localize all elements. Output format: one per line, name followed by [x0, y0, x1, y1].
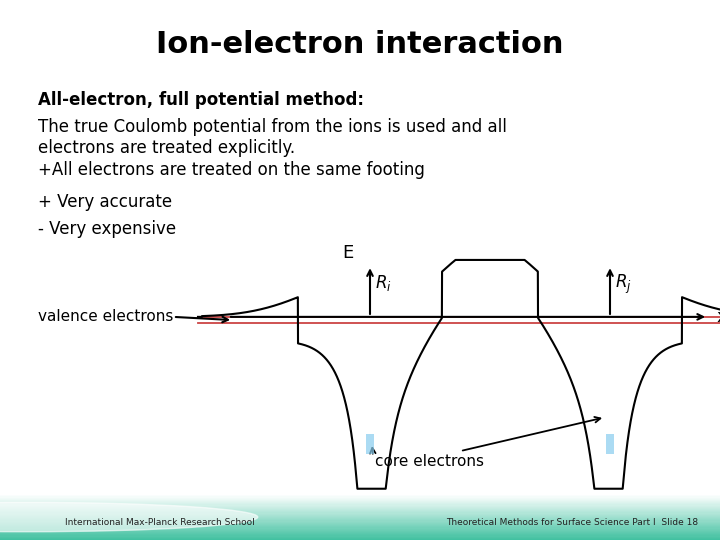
Bar — [0, 521, 720, 522]
Text: core electrons: core electrons — [375, 454, 484, 469]
Bar — [0, 536, 720, 537]
Bar — [0, 512, 720, 514]
Bar — [0, 517, 720, 518]
Bar — [0, 495, 720, 496]
Bar — [0, 499, 720, 500]
Bar — [0, 507, 720, 508]
Bar — [0, 494, 720, 495]
Bar — [0, 532, 720, 533]
Bar — [606, 435, 614, 454]
Bar — [0, 519, 720, 521]
Bar — [0, 511, 720, 512]
Bar — [0, 505, 720, 507]
Text: All-electron, full potential method:: All-electron, full potential method: — [38, 91, 364, 109]
Bar — [0, 515, 720, 516]
Text: - Very expensive: - Very expensive — [38, 220, 176, 238]
Bar — [0, 516, 720, 517]
Bar — [0, 529, 720, 530]
Bar — [0, 518, 720, 519]
Text: The true Coulomb potential from the ions is used and all
electrons are treated e: The true Coulomb potential from the ions… — [38, 118, 507, 157]
Text: International Max-Planck Research School: International Max-Planck Research School — [65, 518, 255, 527]
Bar — [0, 508, 720, 509]
Bar — [0, 530, 720, 531]
Text: Ion-electron interaction: Ion-electron interaction — [156, 30, 564, 59]
Circle shape — [0, 502, 258, 532]
Bar — [366, 435, 374, 454]
Bar — [0, 539, 720, 540]
Bar — [0, 510, 720, 511]
Bar — [0, 538, 720, 539]
Bar — [0, 502, 720, 503]
Text: + Very accurate: + Very accurate — [38, 193, 172, 211]
Bar — [0, 522, 720, 523]
Bar — [0, 514, 720, 515]
Bar — [0, 534, 720, 536]
Bar — [0, 501, 720, 502]
Bar — [0, 528, 720, 529]
Text: E: E — [343, 244, 354, 262]
Bar — [0, 496, 720, 497]
Text: x: x — [716, 308, 720, 326]
Text: $R_j$: $R_j$ — [615, 273, 631, 296]
Text: Theoretical Methods for Surface Science Part I  Slide 18: Theoretical Methods for Surface Science … — [446, 518, 698, 527]
Bar — [0, 497, 720, 499]
Bar — [0, 531, 720, 532]
Bar — [0, 526, 720, 528]
Bar — [0, 523, 720, 524]
Bar — [0, 524, 720, 525]
Text: $R_i$: $R_i$ — [375, 273, 392, 293]
Text: +All electrons are treated on the same footing: +All electrons are treated on the same f… — [38, 161, 425, 179]
Bar — [0, 525, 720, 526]
Bar — [0, 533, 720, 534]
Bar — [0, 503, 720, 504]
Text: valence electrons: valence electrons — [38, 309, 174, 325]
Bar — [0, 537, 720, 538]
Bar — [0, 500, 720, 501]
Bar — [0, 504, 720, 505]
Bar — [0, 509, 720, 510]
